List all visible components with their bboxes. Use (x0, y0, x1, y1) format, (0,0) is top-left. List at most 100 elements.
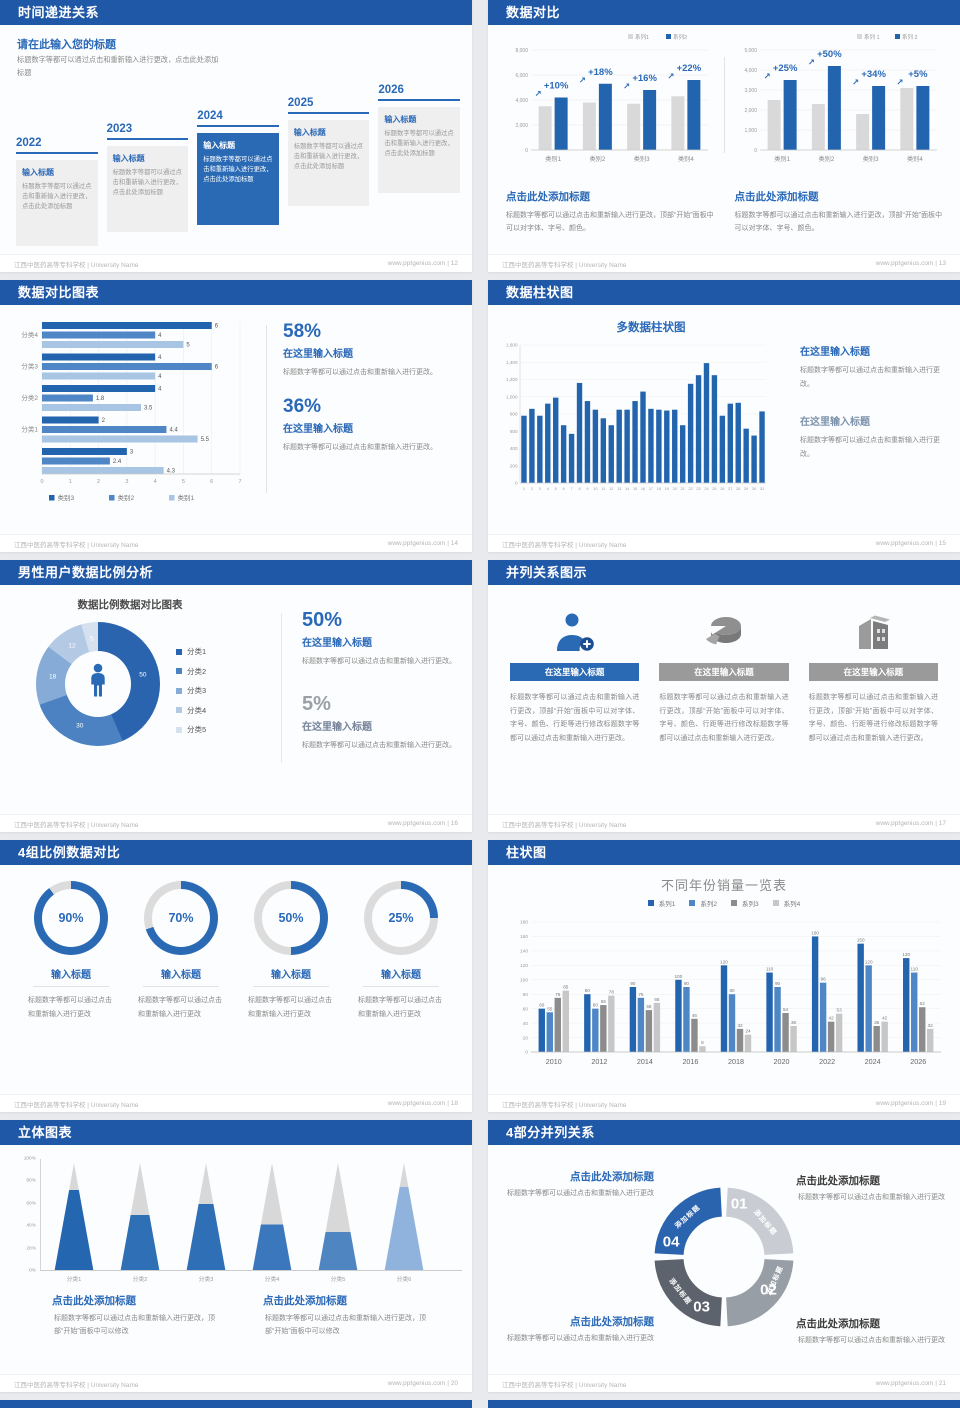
svg-text:2: 2 (102, 418, 106, 424)
svg-text:96: 96 (821, 977, 827, 982)
slide-card-15[interactable]: 数据柱状图 多数据柱状图 1,600 1,400 1,200 1,000 800 600 4… (488, 280, 960, 552)
svg-text:1,400: 1,400 (506, 360, 518, 365)
svg-text:7: 7 (238, 479, 241, 485)
step-title: 输入标题 (203, 141, 236, 150)
next-row-peek (0, 1400, 960, 1408)
slide-card-20[interactable]: 立体图表 100% 80% 60% 40% 20% 0% 分类1 分类2 分类3 分类4 分类5 分类… (0, 1120, 472, 1392)
svg-text:55: 55 (547, 1006, 553, 1011)
stats-column: 50% 在这里输入标题 标题数字等都可以通过点击和重新输入进行更改。 5% 在这… (282, 585, 472, 814)
slide-card-21[interactable]: 4部分并列关系 01 添加标题 02 添加标题 03 添加标题 04 添加标题 点击此处添加标… (488, 1120, 960, 1392)
svg-text:28: 28 (736, 487, 740, 491)
svg-text:140: 140 (520, 949, 528, 955)
svg-text:4: 4 (158, 374, 162, 380)
chart-legend: 分类1 分类2 分类3 分类4 分类5 (176, 622, 206, 746)
svg-text:160: 160 (811, 930, 819, 935)
svg-text:80: 80 (585, 988, 591, 993)
page-number: 12 (450, 260, 458, 267)
footer-url: www.pptgenius.com | 14 (387, 540, 458, 547)
svg-text:5,000: 5,000 (744, 48, 757, 54)
stat-title: 在这里输入标题 (302, 721, 373, 733)
timeline-step: 2024 输入标题 标题数字等都可以通过点击和重新输入进行更改，点击此处添加标题 (197, 110, 279, 246)
footer-school: 江西中医药高等专科学校 | University Name (502, 821, 627, 829)
svg-text:40: 40 (523, 1021, 529, 1027)
svg-text:90: 90 (684, 981, 690, 986)
step-title: 输入标题 (22, 168, 54, 177)
slide-body: 01 添加标题 02 添加标题 03 添加标题 04 添加标题 点击此处添加标题 标题数字等都… (488, 1145, 960, 1374)
block-body: 标题数字等都可以通过点击和重新输入进行更改。 (800, 367, 940, 388)
svg-text:19: 19 (665, 487, 669, 491)
svg-text:8,000: 8,000 (515, 48, 528, 54)
svg-text:11: 11 (601, 487, 605, 491)
svg-text:36: 36 (874, 1020, 880, 1025)
svg-text:160: 160 (520, 934, 528, 940)
svg-text:2010: 2010 (546, 1057, 562, 1066)
footer-url: www.pptgenius.com | 18 (387, 1100, 458, 1107)
chart-title: 不同年份销量一览表 (660, 878, 787, 893)
svg-text:3: 3 (539, 487, 541, 491)
slide-footer: 江西中医药高等专科学校 | University Name www.pptgeni… (488, 1374, 960, 1392)
svg-text:75: 75 (555, 992, 561, 997)
donut-chart: 50 30 18 12 5 (36, 622, 160, 746)
svg-text:1: 1 (69, 479, 72, 485)
slide-header: 4部分并列关系 (488, 1120, 960, 1145)
corner-block: 点击此处添加标题 标题数字等都可以通过点击和重新输入进行更改 (502, 1314, 654, 1346)
svg-text:4.4: 4.4 (169, 428, 178, 434)
grouped-bar-chart: 180 160 140 120 100 80 60 40 20 0 60 55 75 85 2010 80 60… (488, 910, 960, 1075)
male-person-icon (85, 663, 111, 705)
page-number: 17 (938, 820, 946, 827)
footer-url: www.pptgenius.com | 16 (387, 820, 458, 827)
svg-text:130: 130 (902, 952, 910, 957)
timeline-year: 2024 (197, 110, 279, 127)
svg-text:0: 0 (40, 479, 43, 485)
ring-stat: 25% 输入标题 标题数字等都可以通过点击和重新输入进行更改 (356, 881, 446, 1094)
timeline-year: 2022 (16, 137, 98, 154)
slide-card-13[interactable]: 数据对比 系列1 系列2 8,000 6,000 4,000 2,000 0 +10% ↗ 类别1… (488, 0, 960, 272)
footer-school: 江西中医药高等专科学校 | University Name (502, 1381, 627, 1389)
svg-text:36: 36 (791, 1020, 797, 1025)
svg-text:6,000: 6,000 (515, 73, 528, 79)
corner-title: 点击此处添加标题 (570, 1316, 654, 1329)
slide-footer: 江西中医药高等专科学校 | University Name www.pptgeni… (488, 1094, 960, 1112)
svg-text:类别3: 类别3 (862, 155, 878, 163)
svg-text:2016: 2016 (682, 1057, 698, 1066)
svg-text:类别2: 类别2 (818, 155, 834, 163)
stat-percent: 36% (283, 395, 322, 417)
svg-text:↗: ↗ (896, 77, 903, 87)
svg-text:2020: 2020 (774, 1057, 790, 1066)
footer-url: www.pptgenius.com | 15 (875, 540, 946, 547)
slide-title: 柱状图 (506, 845, 547, 860)
slide-card-17[interactable]: 并列关系图示 在这里输入标题 标题数字等都可以通过点击和重新输入进行更改，顶部“… (488, 560, 960, 832)
slide-card-12[interactable]: 时间递进关系 请在此输入您的标题 标题数字等都可以通过点击和重新输入进行更改，点… (0, 0, 472, 272)
svg-text:系列2: 系列2 (673, 33, 687, 41)
svg-text:5: 5 (182, 479, 185, 485)
corner-body: 标题数字等都可以通过点击和重新输入进行更改 (798, 1194, 945, 1201)
comparison-bar-chart: 系列 1 系列 2 5,000 4,000 3,000 2,000 1,000 0 +25% ↗ 类… (733, 33, 945, 180)
feature-column: 在这里输入标题 标题数字等都可以通过点击和重新输入进行更改，顶部“开始”面板中可… (510, 605, 640, 814)
slide-card-16[interactable]: 男性用户数据比例分析 数据比例数据对比图表 50 30 18 12 5 分类1 分类2 分类… (0, 560, 472, 832)
svg-text:26: 26 (720, 487, 724, 491)
slide-footer: 江西中医药高等专科学校 | University Name www.pptgeni… (0, 1094, 472, 1112)
stat-title: 在这里输入标题 (283, 423, 353, 435)
svg-text:100: 100 (675, 974, 683, 979)
progress-ring: 50% (254, 881, 328, 955)
ring-title: 输入标题 (253, 966, 329, 987)
slide-card-14[interactable]: 数据对比图表 0 1 2 3 4 5 6 7 分类4 6 4 5 分类3 4 6 4 分类2 4 1.8 3.5 分类1… (0, 280, 472, 552)
svg-text:120: 120 (865, 959, 873, 964)
progress-ring: 25% (364, 881, 438, 955)
page-number: 15 (938, 540, 946, 547)
caption-title: 点击此处添加标题 (263, 1295, 347, 1307)
stat-percent: 50% (302, 609, 343, 631)
page-number: 14 (450, 540, 458, 547)
slide-header: 柱状图 (488, 840, 960, 865)
step-title: 输入标题 (384, 115, 417, 124)
svg-text:30: 30 (752, 487, 756, 491)
slide-card-19[interactable]: 柱状图 不同年份销量一览表 系列1 系列2 系列3 系列4 180 160 140 120 1… (488, 840, 960, 1112)
svg-text:6: 6 (210, 479, 213, 485)
svg-text:↗: ↗ (535, 89, 542, 99)
svg-text:2,000: 2,000 (744, 108, 757, 114)
slide-card-18[interactable]: 4组比例数据对比 90% 输入标题 标题数字等都可以通过点击和重新输入进行更改 … (0, 840, 472, 1112)
svg-text:1,000: 1,000 (744, 128, 757, 134)
svg-text:27: 27 (728, 487, 732, 491)
slide-body: 不同年份销量一览表 系列1 系列2 系列3 系列4 180 160 140 120 100 80… (488, 865, 960, 1094)
slide-header: 数据对比图表 (0, 280, 472, 305)
